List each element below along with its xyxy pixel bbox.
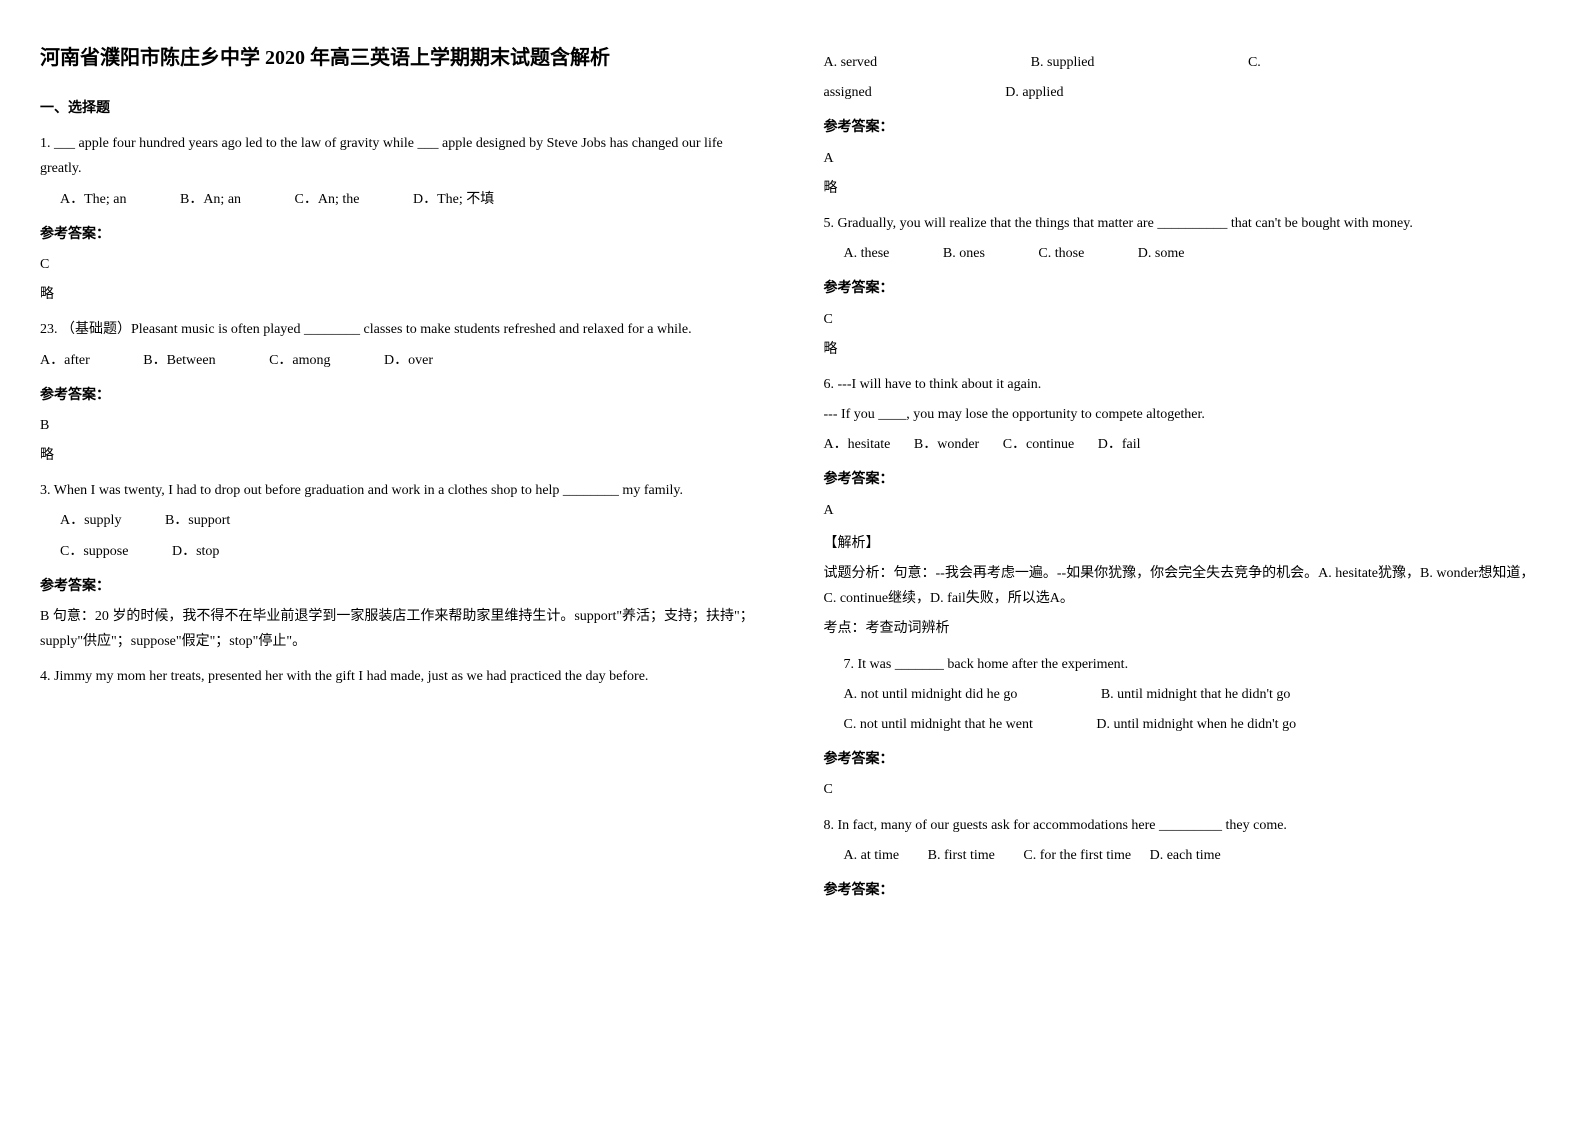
question-4: 4. Jimmy my mom her treats, presented he… xyxy=(40,664,764,689)
option-c: C．suppose xyxy=(60,539,128,564)
option-b: B. supplied xyxy=(1031,50,1095,75)
answer-letter: B xyxy=(40,609,49,624)
analysis-text: 试题分析：句意：--我会再考虑一遍。--如果你犹豫，你会完全失去竞争的机会。A.… xyxy=(824,561,1548,611)
answer-label: 参考答案： xyxy=(40,222,764,247)
option-b: B．Between xyxy=(143,353,215,368)
question-23: 23. （基础题）Pleasant music is often played … xyxy=(40,317,764,468)
answer-note: 略 xyxy=(824,337,1548,362)
question-options-row2: C．suppose D．stop xyxy=(60,539,764,564)
option-c-label: C. xyxy=(1248,50,1261,75)
option-a: A．The; an xyxy=(60,192,126,207)
answer-explanation: 句意：20 岁的时候，我不得不在毕业前退学到一家服装店工作来帮助家里维持生计。s… xyxy=(40,609,754,649)
question-options: A．hesitate B．wonder C．continue D．fail xyxy=(824,432,1548,457)
question-3: 3. When I was twenty, I had to drop out … xyxy=(40,478,764,654)
option-a: A. not until midnight did he go xyxy=(844,682,1018,707)
option-d: D. each time xyxy=(1150,843,1221,868)
question-text-line1: 6. ---I will have to think about it agai… xyxy=(824,372,1548,397)
question-text: 3. When I was twenty, I had to drop out … xyxy=(40,478,764,503)
answer-label: 参考答案： xyxy=(824,747,1548,772)
question-1: 1. ___ apple four hundred years ago led … xyxy=(40,131,764,307)
question-options: A．after B．Between C．among D．over xyxy=(40,348,764,373)
question-text-line2: --- If you ____, you may lose the opport… xyxy=(824,402,1548,427)
question-options: A. at time B. first time C. for the firs… xyxy=(844,843,1548,868)
section-heading: 一、选择题 xyxy=(40,96,764,121)
answer-label: 参考答案： xyxy=(824,115,1548,140)
answer-note: 略 xyxy=(40,282,764,307)
option-c: C. not until midnight that he went xyxy=(844,712,1033,737)
option-a: A. served xyxy=(824,50,878,75)
option-d: D. applied xyxy=(1005,80,1063,105)
answer-note: 略 xyxy=(824,176,1548,201)
analysis-label: 【解析】 xyxy=(824,531,1548,556)
question-6: 6. ---I will have to think about it agai… xyxy=(824,372,1548,642)
option-b: B. ones xyxy=(943,246,985,261)
option-b: B．support xyxy=(165,508,230,533)
option-b: B．An; an xyxy=(180,192,241,207)
question-options: A．The; an B．An; an C．An; the D．The; 不填 xyxy=(60,187,764,212)
question-8: 8. In fact, many of our guests ask for a… xyxy=(824,813,1548,904)
option-d: D．stop xyxy=(172,539,219,564)
answer-value: A xyxy=(824,146,1548,171)
analysis-box: 【解析】 试题分析：句意：--我会再考虑一遍。--如果你犹豫，你会完全失去竞争的… xyxy=(824,531,1548,642)
option-a: A. these xyxy=(844,246,890,261)
answer-label: 参考答案： xyxy=(40,383,764,408)
answer-label: 参考答案： xyxy=(40,574,764,599)
option-b: B. first time xyxy=(928,843,995,868)
question-text: 23. （基础题）Pleasant music is often played … xyxy=(40,317,764,342)
question-options: A. these B. ones C. those D. some xyxy=(844,241,1548,266)
option-c: C．An; the xyxy=(295,192,360,207)
question-5: 5. Gradually, you will realize that the … xyxy=(824,211,1548,362)
option-d: D. some xyxy=(1138,246,1185,261)
option-a: A．hesitate xyxy=(824,432,891,457)
option-d: D．fail xyxy=(1098,432,1141,457)
question-text: 5. Gradually, you will realize that the … xyxy=(824,211,1548,236)
option-c: C. those xyxy=(1038,246,1084,261)
answer-value: C xyxy=(824,777,1548,802)
answer-label: 参考答案： xyxy=(824,467,1548,492)
answer-value: C xyxy=(40,252,764,277)
document-title: 河南省濮阳市陈庄乡中学 2020 年高三英语上学期期末试题含解析 xyxy=(40,40,764,76)
option-c: C．continue xyxy=(1003,432,1075,457)
option-a: A．after xyxy=(40,353,90,368)
question-text: 4. Jimmy my mom her treats, presented he… xyxy=(40,664,764,689)
answer-value: B xyxy=(40,413,764,438)
option-a: A．supply xyxy=(60,508,121,533)
question-options-row1: A. not until midnight did he go B. until… xyxy=(844,682,1548,707)
option-c: C．among xyxy=(269,353,330,368)
answer-value: C xyxy=(824,307,1548,332)
question-options-row2: assigned D. applied xyxy=(824,80,1548,105)
option-d: D. until midnight when he didn't go xyxy=(1096,712,1296,737)
question-options-row1: A. served B. supplied C. xyxy=(824,50,1548,75)
option-b: B．wonder xyxy=(914,432,979,457)
answer-label: 参考答案： xyxy=(824,276,1548,301)
question-text: 8. In fact, many of our guests ask for a… xyxy=(824,813,1548,838)
question-options-row2: C. not until midnight that he went D. un… xyxy=(844,712,1548,737)
option-b: B. until midnight that he didn't go xyxy=(1101,682,1291,707)
answer-value: A xyxy=(824,498,1548,523)
analysis-point: 考点：考查动词辨析 xyxy=(824,616,1548,641)
answer-value: B 句意：20 岁的时候，我不得不在毕业前退学到一家服装店工作来帮助家里维持生计… xyxy=(40,604,764,654)
option-c: assigned xyxy=(824,80,872,105)
answer-note: 略 xyxy=(40,443,764,468)
question-text: 1. ___ apple four hundred years ago led … xyxy=(40,131,764,181)
option-a: A. at time xyxy=(844,843,900,868)
option-d: D．over xyxy=(384,353,433,368)
question-7: 7. It was _______ back home after the ex… xyxy=(844,652,1548,738)
question-options-row1: A．supply B．support xyxy=(60,508,764,533)
question-text: 7. It was _______ back home after the ex… xyxy=(844,652,1548,677)
option-d: D．The; 不填 xyxy=(413,192,494,207)
answer-label: 参考答案： xyxy=(824,878,1548,903)
option-c: C. for the first time xyxy=(1023,843,1131,868)
question-4-continued: A. served B. supplied C. assigned D. app… xyxy=(824,50,1548,201)
